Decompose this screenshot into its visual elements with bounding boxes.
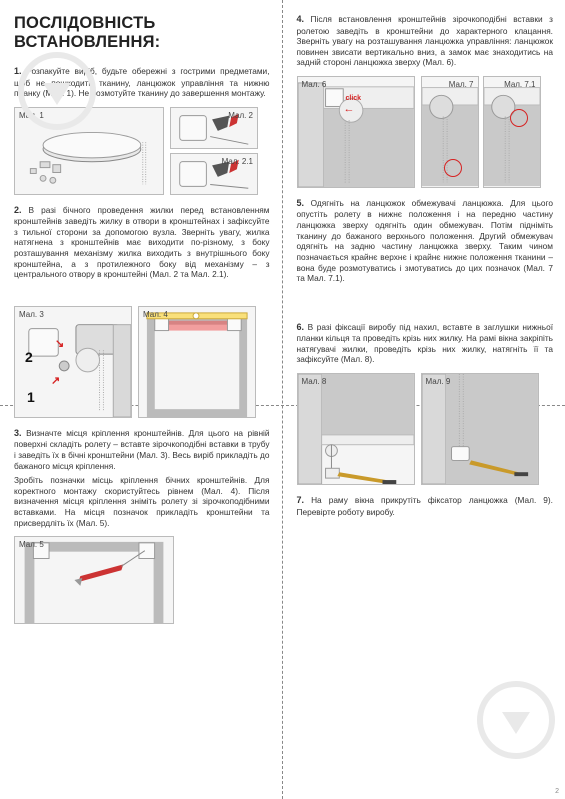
fig21-label: Мал. 2.1 — [222, 157, 253, 166]
figure-6: Мал. 6 click ← — [297, 76, 415, 188]
page: ПОСЛІДОВНІСТЬ ВСТАНОВЛЕННЯ: 1. Розпакуйт… — [0, 0, 565, 799]
fig9-label: Мал. 9 — [426, 377, 451, 386]
figure-3: Мал. 3 2 1 ↘ ↗ — [14, 306, 132, 418]
fig2-label: Мал. 2 — [228, 111, 253, 120]
fig71-illustration — [484, 77, 540, 187]
step-3-text-2: Зробіть позначки місць кріплення бічних … — [14, 475, 270, 528]
fig5-illustration — [15, 537, 173, 623]
step-5-num: 5. — [297, 198, 305, 208]
fig4-illustration — [139, 307, 255, 417]
fig5-label: Мал. 5 — [19, 540, 44, 549]
step-3-body-1: Визначте місця кріплення кронштейнів. Дл… — [14, 428, 270, 471]
step-4-text: 4. Після встановлення кронштейнів зірочк… — [297, 14, 554, 68]
fig71-label: Мал. 7.1 — [504, 80, 535, 89]
step-6-text: 6. В разі фіксації виробу під нахил, вст… — [297, 322, 554, 365]
step-3-text-1: 3. Визначте місця кріплення кронштейнів.… — [14, 428, 270, 471]
step-6-num: 6. — [297, 322, 305, 332]
figure-2-1: Мал. 2.1 — [170, 153, 258, 195]
step-2-text: 2. В разі бічного проведення жилки перед… — [14, 205, 270, 280]
step-7-num: 7. — [297, 495, 305, 505]
fig3-arrow-top: ↘ — [55, 337, 64, 350]
figure-2: Мал. 2 — [170, 107, 258, 149]
fig-row-2: Мал. 3 2 1 ↘ ↗ Мал. 4 — [14, 306, 270, 418]
left-column: ПОСЛІДОВНІСТЬ ВСТАНОВЛЕННЯ: 1. Розпакуйт… — [0, 0, 283, 799]
figure-7-1: Мал. 7.1 — [483, 76, 541, 188]
fig-row-5: Мал. 8 Мал. 9 — [297, 373, 554, 485]
fig71-highlight — [510, 109, 528, 127]
fig4-label: Мал. 4 — [143, 310, 168, 319]
page-title: ПОСЛІДОВНІСТЬ ВСТАНОВЛЕННЯ: — [14, 14, 270, 52]
fig6-arrow: ← — [344, 103, 355, 115]
fig3-arrow-bot: ↗ — [51, 374, 60, 387]
step-5-text: 5. Одягніть на ланцюжок обмежувачі ланцю… — [297, 198, 554, 284]
fig6-click: click — [346, 95, 362, 102]
step-4-body: Після встановлення кронштейнів зірочкопо… — [297, 14, 554, 67]
fig3-label: Мал. 3 — [19, 310, 44, 319]
fig7-highlight — [444, 159, 462, 177]
fig6-label: Мал. 6 — [302, 80, 327, 89]
figure-5: Мал. 5 — [14, 536, 174, 624]
step-5-body: Одягніть на ланцюжок обмежувачі ланцюжка… — [297, 198, 554, 283]
figure-4: Мал. 4 — [138, 306, 256, 418]
fig-row-4: Мал. 6 click ← Мал. 7 — [297, 76, 554, 188]
step-3-num: 3. — [14, 428, 22, 438]
fig6-illustration — [298, 77, 414, 187]
step-7-text: 7. На раму вікна прикрутіть фіксатор лан… — [297, 495, 554, 517]
step-2-body: В разі бічного проведення жилки перед вс… — [14, 205, 270, 280]
step-7-body: На раму вікна прикрутіть фіксатор ланцюж… — [297, 495, 554, 517]
fig3-num-2: 2 — [25, 349, 33, 365]
page-number: 2 — [555, 788, 559, 795]
watermark-icon-2 — [477, 681, 555, 759]
fig7-label: Мал. 7 — [449, 80, 474, 89]
step-6-body: В разі фіксації виробу під нахил, вставт… — [297, 322, 554, 365]
fig8-illustration — [298, 374, 414, 484]
fig3-num-1: 1 — [27, 389, 35, 405]
figure-7: Мал. 7 — [421, 76, 479, 188]
figure-8: Мал. 8 — [297, 373, 415, 485]
watermark-icon — [18, 52, 96, 130]
right-column: 4. Після встановлення кронштейнів зірочк… — [283, 0, 565, 799]
fig9-illustration — [422, 374, 538, 484]
fig8-label: Мал. 8 — [302, 377, 327, 386]
step-4-num: 4. — [297, 14, 305, 24]
step-2-num: 2. — [14, 205, 22, 215]
figure-9: Мал. 9 — [421, 373, 539, 485]
fig-row-3: Мал. 5 — [14, 536, 270, 624]
